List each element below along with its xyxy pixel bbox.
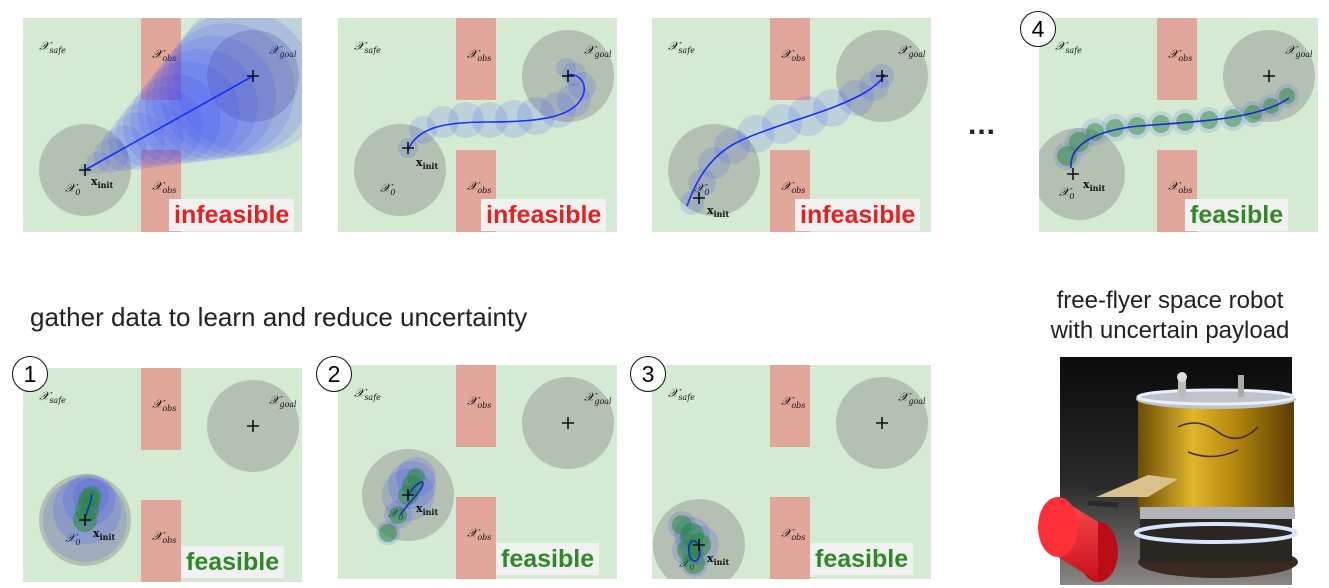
- uncertainty-ellipse-11: [556, 58, 576, 78]
- uncertainty-ellipse-9: [568, 72, 596, 100]
- step-number-4: 4: [1020, 11, 1056, 47]
- plan-panel-1: 𝒳safe 𝒳obs 𝒳obs 𝒳goal 𝒳0 xinit infeasible: [23, 18, 302, 232]
- robot-illustration: [1038, 357, 1298, 585]
- goal-marker: [562, 70, 574, 82]
- step-number-2: 2: [316, 356, 352, 392]
- plan-panel-2: 𝒳safe 𝒳obs 𝒳obs 𝒳goal 𝒳0 xinit infeasible: [338, 18, 617, 232]
- uncertainty-ellipse-3: [1101, 114, 1129, 142]
- uncertainty-ellipse-7: [540, 92, 576, 128]
- obstacle-top: [456, 365, 496, 447]
- uncertainty-ellipse-5: [495, 100, 533, 138]
- learned-ellipse-2: [1086, 123, 1104, 141]
- robot-photo: [1028, 357, 1320, 585]
- uncertainty-ellipse-6: [517, 97, 555, 135]
- ellipsis: ...: [968, 108, 997, 141]
- status-label-infeasible: infeasible: [795, 199, 921, 231]
- uncertainty-ellipse-2: [698, 147, 730, 179]
- init-marker: [79, 164, 91, 176]
- learned-ellipse-8: [1224, 109, 1242, 127]
- obstacle-bottom: [770, 497, 810, 579]
- goal-marker: [1263, 70, 1275, 82]
- obstacle-top: [141, 368, 181, 450]
- data-gathering-caption: gather data to learn and reduce uncertai…: [30, 302, 528, 332]
- uncertainty-ellipse-0: [680, 191, 704, 215]
- step-number-3: 3: [630, 356, 666, 392]
- learned-ellipse-4: [379, 524, 397, 542]
- obstacle-bottom: [141, 500, 181, 582]
- init-marker: [402, 142, 414, 154]
- robot-caption-line2: with uncertain payload: [1050, 317, 1290, 344]
- uncertainty-ellipse-1: [688, 169, 716, 197]
- init-marker: [79, 514, 91, 526]
- status-label-feasible: feasible: [181, 546, 285, 578]
- status-label-infeasible: infeasible: [169, 199, 295, 231]
- uncertainty-ellipse-11: [1275, 84, 1299, 108]
- robot-caption: free-flyer space robot with uncertain pa…: [1022, 286, 1318, 346]
- obstacle-top: [770, 365, 810, 447]
- status-label-feasible: feasible: [1185, 199, 1289, 231]
- learned-ellipse-4: [672, 515, 692, 535]
- goal-marker: [876, 70, 888, 82]
- obstacle-top: [456, 18, 496, 100]
- uncertainty-ellipse-8: [557, 83, 591, 117]
- uncertainty-ellipse-8: [1220, 105, 1246, 131]
- uncertainty-ellipse-4: [472, 102, 508, 138]
- init-marker: [693, 539, 705, 551]
- uncertainty-ellipse-10: [1259, 94, 1283, 118]
- learned-ellipse-10: [1263, 98, 1279, 114]
- init-region: [1039, 128, 1125, 220]
- plan-panel-4: 𝒳safe 𝒳obs 𝒳obs 𝒳goal 𝒳0 xinit feasible: [1039, 18, 1318, 232]
- learned-ellipse-1: [1069, 132, 1089, 152]
- init-region: [668, 124, 760, 216]
- uncertainty-ellipse-1: [409, 116, 437, 144]
- obstacle-top: [770, 18, 810, 100]
- step-number-1: 1: [12, 356, 48, 392]
- data-panel-1: 𝒳safe 𝒳obs 𝒳obs 𝒳goal 𝒳0 xinit feasible: [23, 368, 302, 582]
- robot-caption-line1: free-flyer space robot: [1056, 287, 1284, 314]
- nominal-trajectory: [1070, 97, 1290, 169]
- nominal-trajectory: [84, 75, 254, 171]
- status-label-feasible: feasible: [496, 543, 600, 575]
- obstacle-top: [141, 18, 181, 100]
- learned-ellipse-3: [1106, 119, 1124, 137]
- goal-marker: [876, 417, 888, 429]
- nominal-trajectory: [687, 540, 701, 562]
- learned-ellipse-3: [683, 552, 705, 574]
- uncertainty-ellipse-13: [174, 18, 302, 155]
- status-label-feasible: feasible: [810, 543, 914, 575]
- uncertainty-ellipse-0: [1053, 142, 1081, 170]
- plan-panel-3: 𝒳safe 𝒳obs 𝒳obs 𝒳goal 𝒳0 xinit infeasible: [652, 18, 931, 232]
- nominal-trajectory: [399, 481, 424, 516]
- init-marker: [1067, 168, 1079, 180]
- obstacle-bottom: [456, 497, 496, 579]
- goal-marker: [247, 70, 259, 82]
- uncertainty-ellipse-2: [427, 106, 459, 138]
- learned-ellipse-9: [1244, 105, 1262, 123]
- uncertainty-ellipse-5: [762, 104, 802, 144]
- uncertainty-ellipse-3: [448, 102, 484, 138]
- uncertainty-ellipse-1: [1065, 128, 1093, 156]
- nominal-trajectory: [407, 73, 586, 151]
- goal-marker: [247, 420, 259, 432]
- learned-ellipse-11: [1279, 88, 1295, 104]
- init-region: [354, 124, 446, 216]
- nominal-trajectory: [686, 73, 885, 207]
- init-marker: [693, 192, 705, 204]
- status-label-infeasible: infeasible: [481, 199, 607, 231]
- obstacle-top: [1157, 18, 1197, 100]
- goal-marker: [562, 417, 574, 429]
- init-marker: [402, 489, 414, 501]
- uncertainty-ellipse-9: [1240, 101, 1266, 127]
